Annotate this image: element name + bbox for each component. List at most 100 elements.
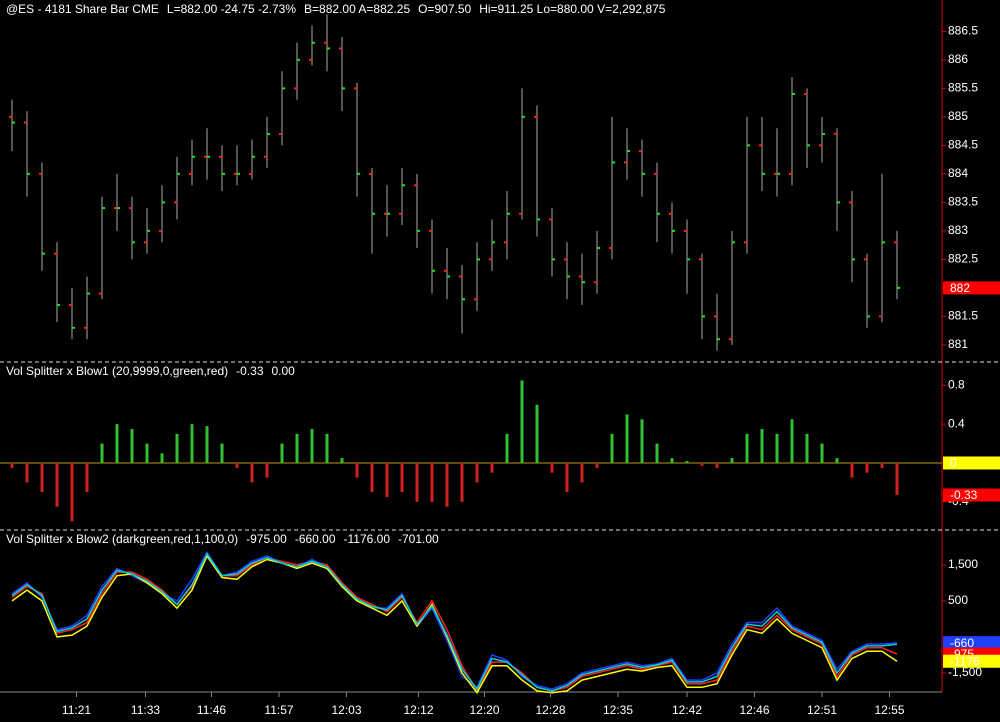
y-tick-label: 883.5 xyxy=(948,195,978,209)
series-line xyxy=(11,552,898,693)
y-tick-label: 886.5 xyxy=(948,24,978,38)
bar xyxy=(730,458,734,463)
header-text: B=882.00 A=882.25 xyxy=(304,2,410,16)
bar xyxy=(520,380,524,463)
series-line xyxy=(11,552,898,692)
y-tick-label: 500 xyxy=(948,593,968,607)
bar xyxy=(430,462,434,502)
x-tick-label: 12:35 xyxy=(603,703,633,717)
bar xyxy=(115,424,119,463)
x-tick-label: 11:33 xyxy=(131,703,160,717)
header-text: @ES - 4181 Share Bar CME xyxy=(6,2,159,16)
bar xyxy=(310,429,314,463)
y-tick-label: 886 xyxy=(948,52,968,66)
bar xyxy=(745,433,749,463)
bar xyxy=(385,462,389,497)
bar xyxy=(145,443,149,463)
value-marker xyxy=(943,654,1000,668)
x-tick-label: 12:51 xyxy=(807,703,837,717)
header-text: Vol Splitter x Blow1 (20,9999,0,green,re… xyxy=(6,364,228,378)
bar xyxy=(835,458,839,463)
bar xyxy=(775,433,779,463)
bar xyxy=(220,443,224,463)
x-tick-label: 11:46 xyxy=(197,703,226,717)
x-tick-label: 12:46 xyxy=(739,703,769,717)
value-marker-label: -1176 xyxy=(950,654,980,668)
header-text: Vol Splitter x Blow2 (darkgreen,red,1,10… xyxy=(6,532,238,546)
value-marker xyxy=(943,636,1000,650)
y-tick-label: 881 xyxy=(948,337,968,351)
bar xyxy=(535,404,539,463)
bar xyxy=(295,433,299,463)
y-tick-label: 0.8 xyxy=(948,377,965,391)
bar xyxy=(325,433,329,463)
bar xyxy=(760,429,764,463)
bar xyxy=(55,462,59,507)
bar xyxy=(130,429,134,463)
value-marker-label: -660 xyxy=(950,636,974,650)
x-tick-label: 12:28 xyxy=(535,703,565,717)
bar xyxy=(400,462,404,493)
header-text: 0.00 xyxy=(272,364,296,378)
bar xyxy=(445,462,449,507)
bar xyxy=(85,462,89,493)
x-tick-label: 12:03 xyxy=(331,703,361,717)
bar xyxy=(355,462,359,478)
value-marker xyxy=(943,456,1000,470)
bar xyxy=(265,462,269,478)
series-line xyxy=(11,550,898,690)
bar xyxy=(880,462,884,468)
bar xyxy=(700,462,704,466)
bar xyxy=(685,461,689,463)
bar xyxy=(160,453,164,463)
bar xyxy=(280,443,284,463)
bar xyxy=(70,462,74,522)
bar xyxy=(175,433,179,463)
bar xyxy=(805,433,809,463)
y-tick-label: 882.5 xyxy=(948,252,978,266)
bar xyxy=(370,462,374,493)
y-tick-label: -1,500 xyxy=(948,665,982,679)
y-tick-label: 0.4 xyxy=(948,416,965,430)
bar xyxy=(100,443,104,463)
series-line xyxy=(11,554,898,695)
header-text: -0.33 xyxy=(236,364,264,378)
bar xyxy=(850,462,854,478)
value-marker-label: -0.33 xyxy=(950,488,978,502)
value-marker-label: 0 xyxy=(950,456,957,470)
bar xyxy=(580,462,584,483)
x-tick-label: 12:12 xyxy=(403,703,433,717)
bar xyxy=(340,458,344,463)
y-tick-label: 883 xyxy=(948,223,968,237)
bar xyxy=(505,433,509,463)
bar xyxy=(820,443,824,463)
bar xyxy=(565,462,569,493)
bar xyxy=(460,462,464,502)
bar xyxy=(40,462,44,493)
y-tick-label: 885 xyxy=(948,109,968,123)
header-text: O=907.50 xyxy=(418,2,471,16)
value-marker xyxy=(943,281,1000,295)
bar xyxy=(610,433,614,463)
y-tick-label: 884 xyxy=(948,166,968,180)
bar xyxy=(475,462,479,483)
y-tick-label: 881.5 xyxy=(948,309,978,323)
y-tick-label: 885.5 xyxy=(948,81,978,95)
y-tick-label: 884.5 xyxy=(948,138,978,152)
bar xyxy=(790,419,794,463)
x-tick-label: 11:57 xyxy=(264,703,293,717)
bar xyxy=(895,462,899,496)
bar xyxy=(550,462,554,473)
x-tick-label: 12:42 xyxy=(672,703,702,717)
header-text: -975.00 xyxy=(246,532,287,546)
bar xyxy=(670,458,674,463)
bar xyxy=(595,462,599,468)
header-text: -1176.00 xyxy=(344,532,391,546)
x-tick-label: 12:55 xyxy=(874,703,904,717)
x-tick-label: 11:21 xyxy=(62,703,91,717)
bar xyxy=(235,462,239,468)
bar xyxy=(10,462,14,468)
value-marker-label: 882 xyxy=(950,281,970,295)
bar xyxy=(640,419,644,463)
